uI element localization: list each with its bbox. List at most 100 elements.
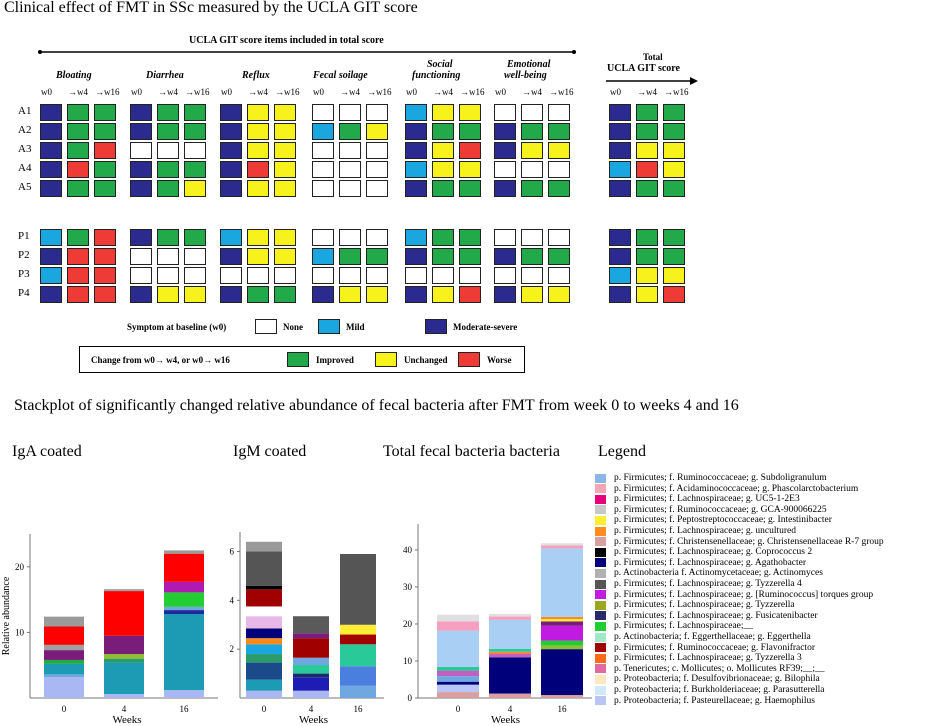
category-label: Diarrhea — [146, 70, 184, 81]
bar-segment — [437, 670, 479, 677]
bar-segment — [541, 621, 583, 626]
x-tick-label: 4 — [508, 704, 513, 714]
score-cell — [366, 104, 388, 121]
score-cell — [459, 161, 481, 178]
score-cell — [432, 161, 454, 178]
score-cell — [157, 104, 179, 121]
score-cell — [339, 142, 361, 159]
bar-segment — [44, 663, 84, 675]
legend-swatch — [375, 352, 397, 367]
score-cell — [548, 123, 570, 140]
score-cell — [67, 180, 89, 197]
score-cell — [405, 229, 427, 246]
bar-segment — [489, 619, 531, 649]
legend-item: p. Proteobacteria; f. Desulfovibrionacea… — [595, 674, 820, 684]
bar-segment — [541, 640, 583, 646]
total-fecal-chart: 0 10 20 30 40 0 4 16 Weeks — [403, 524, 592, 726]
y-tick-label: 10 — [403, 656, 413, 666]
bar-segment — [437, 614, 479, 622]
score-cell — [494, 286, 516, 303]
iga-title: IgA coated — [12, 443, 82, 460]
score-cell — [220, 123, 242, 140]
score-cell — [157, 142, 179, 159]
y-tick-label: 2 — [230, 644, 235, 654]
bar-segment — [164, 690, 204, 698]
score-cell — [40, 229, 62, 246]
legend-item: p. Tenericutes; c. Mollicutes; o. Mollic… — [595, 664, 825, 674]
score-cell — [94, 104, 116, 121]
score-cell — [247, 180, 269, 197]
score-cell — [274, 180, 296, 197]
bar-segment — [293, 633, 329, 639]
score-cell — [521, 267, 543, 284]
score-cell — [184, 286, 206, 303]
legend-item-label: p. Firmicutes; f. Acidaminococcaceae; g.… — [614, 483, 859, 494]
score-cell — [67, 267, 89, 284]
score-cell — [247, 248, 269, 265]
legend-item-label: p. Firmicutes; f. Lachnospiraceae; g. Ag… — [614, 557, 807, 568]
score-cell — [157, 123, 179, 140]
score-cell — [94, 229, 116, 246]
legend-item: p. Firmicutes; f. Peptostreptococcaceae;… — [595, 515, 832, 525]
x-tick-label: 16 — [354, 704, 364, 714]
score-cell — [274, 142, 296, 159]
timepoint-label: w0 — [610, 87, 621, 97]
bar-segment — [246, 585, 282, 590]
timepoint-label: →w16 — [185, 87, 210, 97]
igm-coated-chart: 2 4 6 0 4 16 Weeks — [230, 532, 384, 726]
total-score-cell — [663, 248, 685, 265]
score-cell — [494, 104, 516, 121]
legend-item-label: p. Firmicutes; f. Ruminococcaceae; g. Fl… — [614, 642, 816, 653]
score-cell — [130, 142, 152, 159]
items-header-line — [38, 50, 576, 54]
legend-swatch — [425, 319, 447, 334]
legend-item: p. Firmicutes; f. Lachnospiraceae; g. Ty… — [595, 600, 795, 610]
bar-segment — [293, 690, 329, 698]
bar-segment — [489, 616, 531, 620]
score-cell — [67, 229, 89, 246]
legend-color-swatch — [595, 505, 606, 515]
x-tick-label: 16 — [180, 704, 190, 714]
legend-color-swatch — [595, 600, 606, 610]
legend-item: p. Firmicutes; f. Lachnospiraceae; g. Fu… — [595, 611, 818, 621]
score-cell — [220, 286, 242, 303]
score-cell — [247, 161, 269, 178]
score-cell — [130, 161, 152, 178]
legend-item: p. Proteobacteria; f. Burkholderiaceae; … — [595, 685, 825, 695]
legend-label: None — [283, 322, 303, 332]
score-cell — [548, 267, 570, 284]
timepoint-label: w0 — [406, 87, 417, 97]
score-cell — [459, 229, 481, 246]
legend-color-swatch — [595, 621, 606, 631]
timepoint-label: w0 — [495, 87, 506, 97]
timepoint-label: →w4 — [522, 87, 542, 97]
score-cell — [40, 161, 62, 178]
score-cell — [157, 161, 179, 178]
legend-item: p. Firmicutes; f. Christensenellaceae; g… — [595, 537, 884, 547]
total-score-cell — [609, 161, 631, 178]
bar-segment — [164, 592, 204, 607]
row-label: A3 — [18, 143, 32, 155]
bar-segment — [293, 638, 329, 658]
y-tick-label: 4 — [230, 595, 235, 605]
legend-label: Worse — [487, 355, 512, 365]
score-cell — [220, 248, 242, 265]
total-score-cell — [663, 123, 685, 140]
score-cell — [432, 248, 454, 265]
x-tick-label: 4 — [309, 704, 314, 714]
score-cell — [184, 248, 206, 265]
bar-segment — [164, 550, 204, 554]
bar-segment — [246, 551, 282, 586]
score-cell — [184, 267, 206, 284]
bar-segment — [246, 541, 282, 552]
bar-segment — [541, 649, 583, 696]
legend-color-swatch — [595, 537, 606, 547]
score-cell — [40, 267, 62, 284]
timepoint-label: →w4 — [248, 87, 268, 97]
score-cell — [130, 229, 152, 246]
score-cell — [521, 161, 543, 178]
bar-segment — [44, 644, 84, 651]
row-label: A5 — [18, 181, 32, 193]
score-cell — [67, 248, 89, 265]
score-cell — [366, 229, 388, 246]
